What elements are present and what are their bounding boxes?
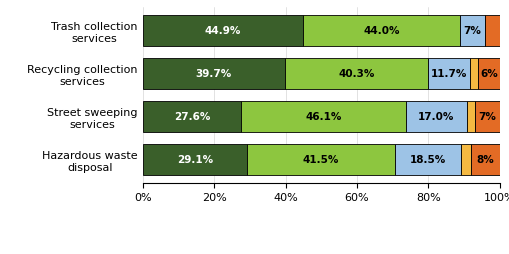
Text: 11.7%: 11.7% [430,69,467,79]
Bar [405,101,466,132]
Bar [474,101,499,132]
Bar [302,15,459,46]
Text: 39.7%: 39.7% [195,69,231,79]
Text: 46.1%: 46.1% [305,112,341,122]
Bar [469,58,477,89]
Bar [460,144,470,175]
Bar [459,15,484,46]
Bar [477,58,499,89]
Bar [246,144,394,175]
Bar [470,144,499,175]
Text: 6%: 6% [479,69,497,79]
Text: 40.3%: 40.3% [337,69,374,79]
Bar [484,15,499,46]
Text: 18.5%: 18.5% [409,154,445,165]
Bar [143,15,302,46]
Bar [143,101,241,132]
Text: 7%: 7% [463,26,480,36]
Bar [241,101,405,132]
Text: 7%: 7% [477,112,495,122]
Bar [428,58,469,89]
Bar [143,58,284,89]
Text: 17.0%: 17.0% [417,112,454,122]
Text: 27.6%: 27.6% [174,112,210,122]
Text: 44.0%: 44.0% [363,26,399,36]
Text: 8%: 8% [476,154,493,165]
Bar [284,58,428,89]
Bar [143,144,246,175]
Text: 41.5%: 41.5% [302,154,338,165]
Bar [466,101,474,132]
Text: 29.1%: 29.1% [176,154,212,165]
Text: 44.9%: 44.9% [204,26,241,36]
Bar [394,144,460,175]
